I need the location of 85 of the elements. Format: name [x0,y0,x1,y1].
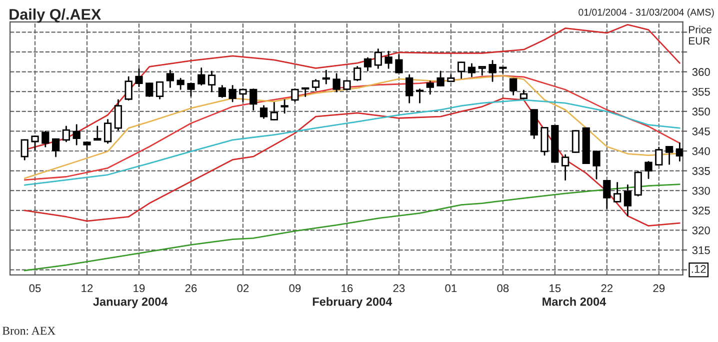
candlestick [562,154,570,181]
candlestick [644,161,652,180]
candlestick [416,88,424,104]
y-tick-label: 320 [692,226,710,234]
candlestick [364,57,372,72]
candlestick [228,84,236,102]
candlestick [166,70,174,88]
candlestick [436,70,444,86]
x-tick-label: 02 [237,284,249,292]
candlestick [52,138,60,158]
x-tick-label: 08 [497,284,509,292]
x-tick-label: 05 [29,284,41,292]
candlestick [468,63,476,78]
y-tick-label: 315 [692,246,710,254]
candlestick [332,73,340,92]
text: March 2004 [542,297,606,306]
candlestick [114,99,122,131]
candlestick [406,74,414,104]
text: February 2004 [312,297,392,308]
x-tick-label: 12 [82,284,93,292]
candlestick [458,62,466,79]
candlestick [104,119,112,144]
candlestick [146,82,154,98]
candlestick [94,126,102,141]
candlestick [624,184,632,216]
text: January 2004 [93,297,168,308]
candlestick [322,70,330,84]
candlestick [426,80,434,95]
x-tick-label: 23 [393,284,405,292]
x-tick-label: 29 [653,284,665,292]
candlestick [124,76,132,101]
candlestick [291,88,299,102]
y-tick-label: 325 [692,206,710,215]
candlestick [156,81,164,100]
candlestick [488,60,496,82]
x-tick-label: 22 [601,284,613,292]
candlestick [540,126,548,156]
text: Bron: AEX [2,326,56,335]
candlestick [510,78,518,96]
candlestick [62,126,70,142]
candlestick [384,50,392,69]
y-tick-label: 360 [692,68,710,76]
y-tick-label: 340 [692,147,710,156]
candlestick [312,79,320,92]
y-tick-label: 330 [692,186,710,195]
candlestick [395,54,403,74]
candlestick [42,130,50,148]
candlestick [270,102,278,120]
candlestick [655,146,663,166]
candlestick [31,136,39,151]
x-tick-label: 09 [289,284,301,292]
candlestick [665,146,674,165]
y-tick-label: 355 [692,88,710,96]
candlestick [250,88,258,111]
candlestick [20,139,28,160]
candlestick [208,70,216,92]
chart-title: Daily Q/.AEX [10,8,102,23]
candlestick [176,78,184,90]
x-tick-label: 16 [342,284,353,292]
y-tick-label: 345 [692,127,710,136]
candlestick [239,88,247,102]
candlestick [354,66,362,82]
x-tick-label: 26 [185,284,197,292]
candlestick [198,68,206,86]
candlestick [603,180,611,210]
candlestick [187,82,195,97]
x-tick-label: 01 [445,284,457,292]
candlestick [302,87,310,98]
candlestick [260,105,268,119]
x-tick-label: 15 [550,284,561,292]
candlestick [72,124,80,146]
candlestick [572,130,580,153]
candlestick [218,84,226,98]
candlestick [592,150,600,180]
y-tick-label: 350 [692,108,710,116]
chart-subtitle: 01/01/2004 - 31/03/2004 (AMS) [578,8,714,18]
candlestick [374,48,382,69]
x-tick-label: 19 [134,284,145,292]
candlestick [280,99,288,114]
text: .12 [692,265,706,273]
candlestick [634,170,642,196]
y-tick-label: 335 [692,167,710,175]
y-axis-title: Price EUR [689,26,712,45]
candlestick [135,68,143,88]
candlestick [613,182,622,202]
